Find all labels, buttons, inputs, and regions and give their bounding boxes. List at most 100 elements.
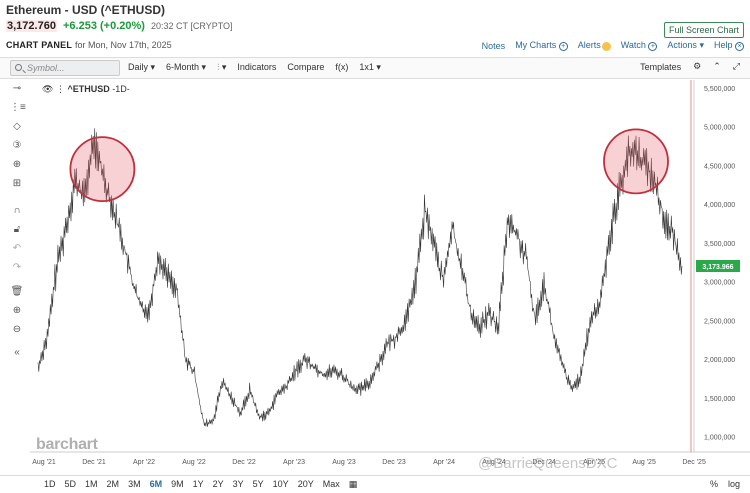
crosshair-icon[interactable]: ⊸	[12, 83, 22, 94]
actions-link[interactable]: Actions ▾	[667, 40, 704, 50]
plus-icon: +	[558, 41, 568, 51]
x-tick-label: Aug '22	[182, 459, 206, 466]
x-tick-label: Apr '25	[583, 459, 605, 466]
scale-options: % log	[710, 479, 740, 489]
panel-date: for Mon, Nov 17th, 2025	[75, 40, 172, 50]
y-tick-label: 1,000,000	[704, 435, 735, 442]
period-1d[interactable]: 1D	[44, 479, 56, 489]
period-9m[interactable]: 9M	[171, 479, 184, 489]
x-tick-label: Apr '23	[283, 459, 305, 466]
page-title: Ethereum - USD (^ETHUSD)	[6, 3, 166, 17]
templates-button[interactable]: Templates	[640, 61, 682, 72]
counter-icon[interactable]: ③	[12, 140, 22, 151]
period-3y[interactable]: 3Y	[232, 479, 244, 489]
y-tick-label: 3,000,000	[704, 280, 735, 287]
log-toggle[interactable]: log	[727, 479, 740, 489]
x-tick-label: Dec '23	[382, 459, 406, 466]
collapse-up-icon[interactable]: ⌃	[713, 61, 721, 71]
legend-interval: -1D-	[112, 84, 130, 94]
price-change: +6.253 (+0.20%)	[63, 20, 145, 32]
collapse-icon[interactable]: «	[14, 347, 20, 358]
period-2y[interactable]: 2Y	[212, 479, 224, 489]
period-3m[interactable]: 3M	[128, 479, 141, 489]
y-tick-label: 3,500,000	[704, 241, 735, 248]
period-buttons: 1D 5D 1M 2M 3M 6M 9M 1Y 2Y 3Y 5Y 10Y 20Y Max ▦	[44, 479, 357, 490]
x-tick-label: Dec '25	[682, 459, 706, 466]
price-chart[interactable]: 1,000,000 1,500,000 2,000,000 2,500,000 3,00…	[30, 80, 750, 480]
x-tick-label: Dec '22	[232, 459, 256, 466]
trash-icon[interactable]: 🗑︎	[10, 286, 24, 297]
y-tick-label: 5,500,000	[704, 86, 735, 93]
fib-icon[interactable]: ⋮≡	[10, 102, 26, 113]
alerts-link[interactable]: Alerts	[578, 40, 611, 51]
magnet-icon[interactable]: ∩	[13, 205, 21, 216]
compare-button[interactable]: Compare	[287, 62, 325, 72]
measure-icon[interactable]: ⊞	[12, 178, 22, 189]
close-icon: ×	[735, 41, 744, 51]
x-tick-label: Aug '21	[32, 459, 56, 466]
x-tick-label: Apr '24	[433, 459, 455, 466]
x-tick-label: Aug '24	[482, 459, 506, 466]
period-5y[interactable]: 5Y	[252, 479, 264, 489]
period-max[interactable]: Max	[322, 479, 340, 489]
y-tick-label: 4,500,000	[704, 163, 735, 170]
period-10y[interactable]: 10Y	[272, 479, 289, 489]
x-tick-label: Aug '23	[332, 459, 356, 466]
calendar-icon[interactable]: ▦	[348, 479, 358, 489]
expand-icon[interactable]: ⤢	[732, 61, 740, 71]
indicator-icon[interactable]: ⊕	[12, 159, 22, 170]
symbol-search-input[interactable]: Symbol...	[10, 60, 120, 76]
chart-type-dropdown[interactable]: ⫶ ▾	[217, 62, 227, 72]
help-link[interactable]: Help ×	[714, 40, 744, 51]
quote-time: 20:32 CT [CRYPTO]	[151, 21, 233, 31]
last-price: 3,172.760	[6, 20, 57, 32]
search-icon	[15, 64, 22, 71]
zoom-in-icon[interactable]: ⊕	[12, 305, 22, 316]
fx-button[interactable]: f(x)	[335, 62, 349, 72]
y-tick-label: 2,000,000	[704, 357, 735, 364]
quote-header: Ethereum - USD (^ETHUSD) 3,172.760 +6.25…	[0, 0, 750, 56]
toolbar-right: Templates ⚙ ⌃ ⤢	[640, 61, 740, 72]
period-5d[interactable]: 5D	[64, 479, 77, 489]
indicators-button[interactable]: Indicators	[237, 62, 277, 72]
layout-dropdown[interactable]: 1x1 ▾	[359, 62, 381, 72]
zoom-out-icon[interactable]: ⊖	[12, 324, 22, 335]
y-tick-label: 1,500,000	[704, 396, 735, 403]
lock-icon[interactable]: 🔓︎	[13, 224, 21, 235]
period-6m[interactable]: 6M	[149, 479, 163, 489]
undo-icon[interactable]: ↶	[12, 243, 22, 254]
y-tick-label: 5,000,000	[704, 125, 735, 132]
chart-legend: 👁︎ ⋮ ^ETHUSD -1D-	[42, 84, 130, 94]
period-20y[interactable]: 20Y	[297, 479, 314, 489]
full-screen-chart-button[interactable]: Full Screen Chart	[663, 22, 744, 38]
eye-icon[interactable]: 👁︎	[42, 84, 54, 94]
watch-link[interactable]: Watch +	[621, 40, 658, 51]
toolbar-items: Daily ▾ 6-Month ▾ ⫶ ▾ Indicators Compare…	[128, 62, 381, 73]
shapes-icon[interactable]: ◇	[13, 121, 21, 132]
barchart-logo: barchart	[36, 436, 98, 453]
price-series-line	[37, 128, 683, 427]
x-tick-label: Dec '24	[532, 459, 556, 466]
period-dropdown[interactable]: 6-Month ▾	[166, 62, 207, 72]
my-charts-link[interactable]: My Charts +	[515, 40, 568, 51]
period-2m[interactable]: 2M	[106, 479, 120, 489]
x-tick-label: Apr '22	[133, 459, 155, 466]
notes-link[interactable]: Notes	[481, 40, 506, 51]
chart-toolbar: Symbol... Daily ▾ 6-Month ▾ ⫶ ▾ Indicato…	[0, 57, 750, 79]
y-tick-label: 4,000,000	[704, 202, 735, 209]
highlight-circle	[603, 128, 669, 195]
header-links: Notes My Charts + Alerts Watch + Actions…	[482, 40, 744, 51]
overlay-watermark: @BarrieQueensDXC	[478, 455, 618, 472]
period-1m[interactable]: 1M	[85, 479, 98, 489]
x-tick-label: Dec '21	[82, 459, 106, 466]
gear-icon[interactable]: ⚙	[693, 61, 702, 71]
y-tick-label: 2,500,000	[704, 318, 735, 325]
interval-dropdown[interactable]: Daily ▾	[128, 62, 156, 72]
redo-icon[interactable]: ↷	[12, 262, 22, 273]
last-price-tag	[696, 260, 740, 272]
x-tick-label: Aug '25	[632, 459, 656, 466]
quote-line: 3,172.760 +6.253 (+0.20%) 20:32 CT [CRYP…	[6, 20, 233, 32]
period-1y[interactable]: 1Y	[192, 479, 204, 489]
percent-toggle[interactable]: %	[709, 479, 718, 489]
plus-icon: +	[648, 41, 658, 51]
